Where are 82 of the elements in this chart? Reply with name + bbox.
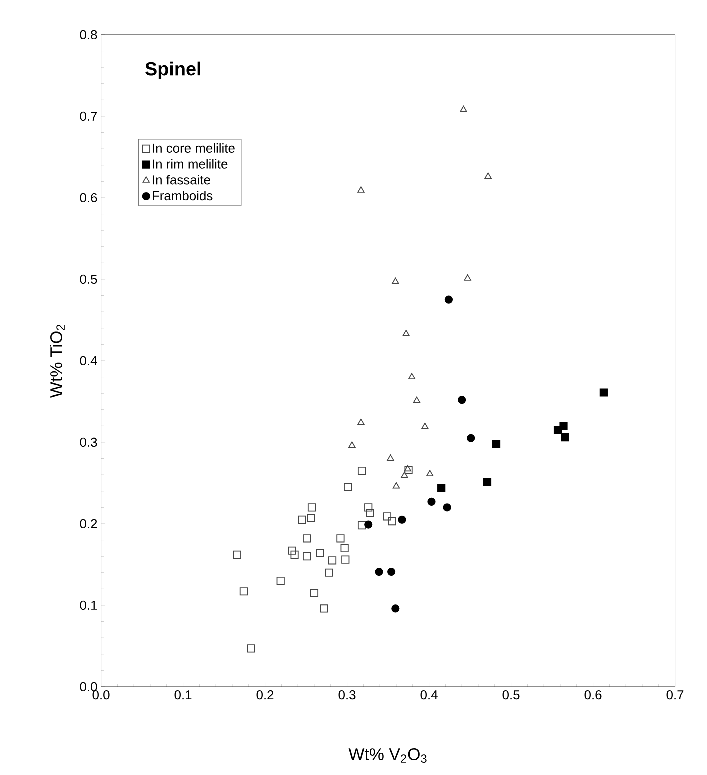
point <box>358 466 366 476</box>
point <box>437 484 446 492</box>
point <box>383 512 392 521</box>
y-tick-label: 0.1 <box>80 600 98 610</box>
point <box>344 483 352 492</box>
point <box>464 274 472 281</box>
point <box>247 644 256 653</box>
point <box>303 552 312 561</box>
point <box>340 544 349 552</box>
legend-label: Framboids <box>153 191 213 201</box>
point <box>320 604 328 613</box>
point <box>422 422 429 430</box>
y-tick-label: 0.8 <box>80 30 98 40</box>
point <box>387 568 396 576</box>
point <box>233 550 242 559</box>
point <box>303 534 312 543</box>
point <box>288 546 296 555</box>
point <box>561 434 570 442</box>
point <box>336 534 345 543</box>
y-tick-label: 0.7 <box>80 112 98 122</box>
point <box>467 434 476 442</box>
point <box>364 520 373 529</box>
text: Spinel <box>145 62 200 80</box>
legend-label: In rim melilite <box>153 159 228 169</box>
x-tick-label: 0.5 <box>502 690 520 700</box>
x-tick-label: 0.2 <box>256 690 274 700</box>
point <box>484 172 492 180</box>
point <box>348 442 356 448</box>
point <box>458 396 466 404</box>
point <box>375 568 384 576</box>
point <box>316 549 324 558</box>
point <box>404 465 412 472</box>
legend-label: In core melilite <box>153 143 235 153</box>
x-tick-label: 0.4 <box>420 690 438 700</box>
point <box>560 422 568 430</box>
y-tick-label: 0.6 <box>80 193 98 203</box>
point <box>298 516 306 524</box>
point <box>387 454 394 462</box>
point <box>392 604 400 613</box>
y-axis-title: Wt% TiO$_{2}$ <box>50 324 65 398</box>
point <box>600 388 608 397</box>
x-tick-label: 0.0 <box>92 690 110 700</box>
point <box>358 418 365 426</box>
point <box>328 556 337 565</box>
point <box>364 504 373 512</box>
y-tick-label: 0.2 <box>80 519 98 529</box>
point <box>310 589 318 598</box>
point <box>276 576 285 586</box>
point <box>240 588 248 596</box>
x-tick-label: 0.3 <box>338 690 356 700</box>
point <box>290 550 299 559</box>
point <box>358 522 366 530</box>
point <box>426 470 434 477</box>
legend-label: In fassaite <box>153 175 210 185</box>
point <box>428 498 436 506</box>
x-axis-title: Wt% V$_{2}$O$_{3}$ <box>348 748 427 764</box>
point <box>388 517 396 526</box>
x-tick-label: 0.6 <box>584 690 602 700</box>
point <box>460 106 468 112</box>
y-tick-label: 0.0 <box>80 682 98 692</box>
point <box>408 373 416 380</box>
point <box>413 396 421 404</box>
x-tick-label: 0.7 <box>666 690 684 700</box>
y-tick-label: 0.4 <box>80 356 98 366</box>
point <box>307 514 316 522</box>
point <box>358 186 365 193</box>
x-tick-label: 0.1 <box>174 690 192 700</box>
point <box>392 482 400 489</box>
point <box>492 440 501 448</box>
point <box>483 478 492 486</box>
point <box>366 509 374 518</box>
y-tick-label: 0.5 <box>80 274 98 284</box>
point <box>443 504 452 512</box>
point <box>308 504 316 512</box>
point <box>392 278 400 284</box>
point <box>342 556 350 564</box>
point <box>398 516 406 524</box>
point <box>402 330 410 336</box>
point <box>444 296 453 304</box>
y-tick-label: 0.3 <box>80 438 98 448</box>
point <box>325 568 334 577</box>
point <box>404 466 413 474</box>
